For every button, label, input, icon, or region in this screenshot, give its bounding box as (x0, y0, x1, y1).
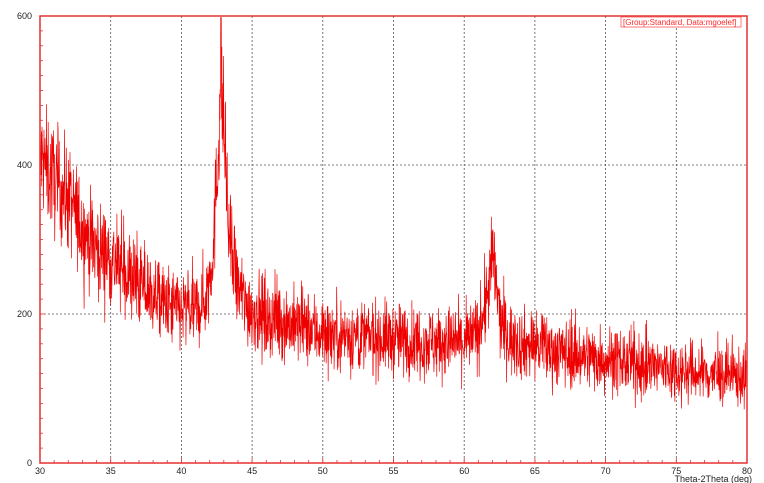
y-tick-label: 0 (27, 458, 32, 468)
y-tick-label: 600 (17, 11, 32, 21)
y-tick-label: 200 (17, 309, 32, 319)
x-tick-label: 80 (742, 466, 752, 476)
y-tick-labels: 0 200 400 600 (17, 11, 32, 468)
series-line (39, 17, 748, 410)
axis-ticks (39, 15, 748, 464)
series-layer (39, 17, 748, 410)
grid-lines (40, 16, 747, 463)
x-tick-label: 70 (601, 466, 611, 476)
x-tick-label: 75 (671, 466, 681, 476)
x-tick-label: 35 (106, 466, 116, 476)
x-axis-title: Theta-2Theta (deg) (674, 474, 752, 483)
x-tick-label: 30 (35, 466, 45, 476)
y-tick-label: 400 (17, 160, 32, 170)
x-tick-label: 40 (176, 466, 186, 476)
x-tick-labels: 30 35 40 45 50 55 60 65 70 75 80 (35, 466, 752, 476)
legend-box (620, 16, 742, 28)
x-tick-label: 45 (247, 466, 257, 476)
x-tick-label: 50 (318, 466, 328, 476)
legend-entry: [Group:Standard, Data:mgoelef] (623, 18, 736, 27)
x-tick-label: 60 (459, 466, 469, 476)
x-tick-label: 55 (388, 466, 398, 476)
x-tick-label: 65 (530, 466, 540, 476)
